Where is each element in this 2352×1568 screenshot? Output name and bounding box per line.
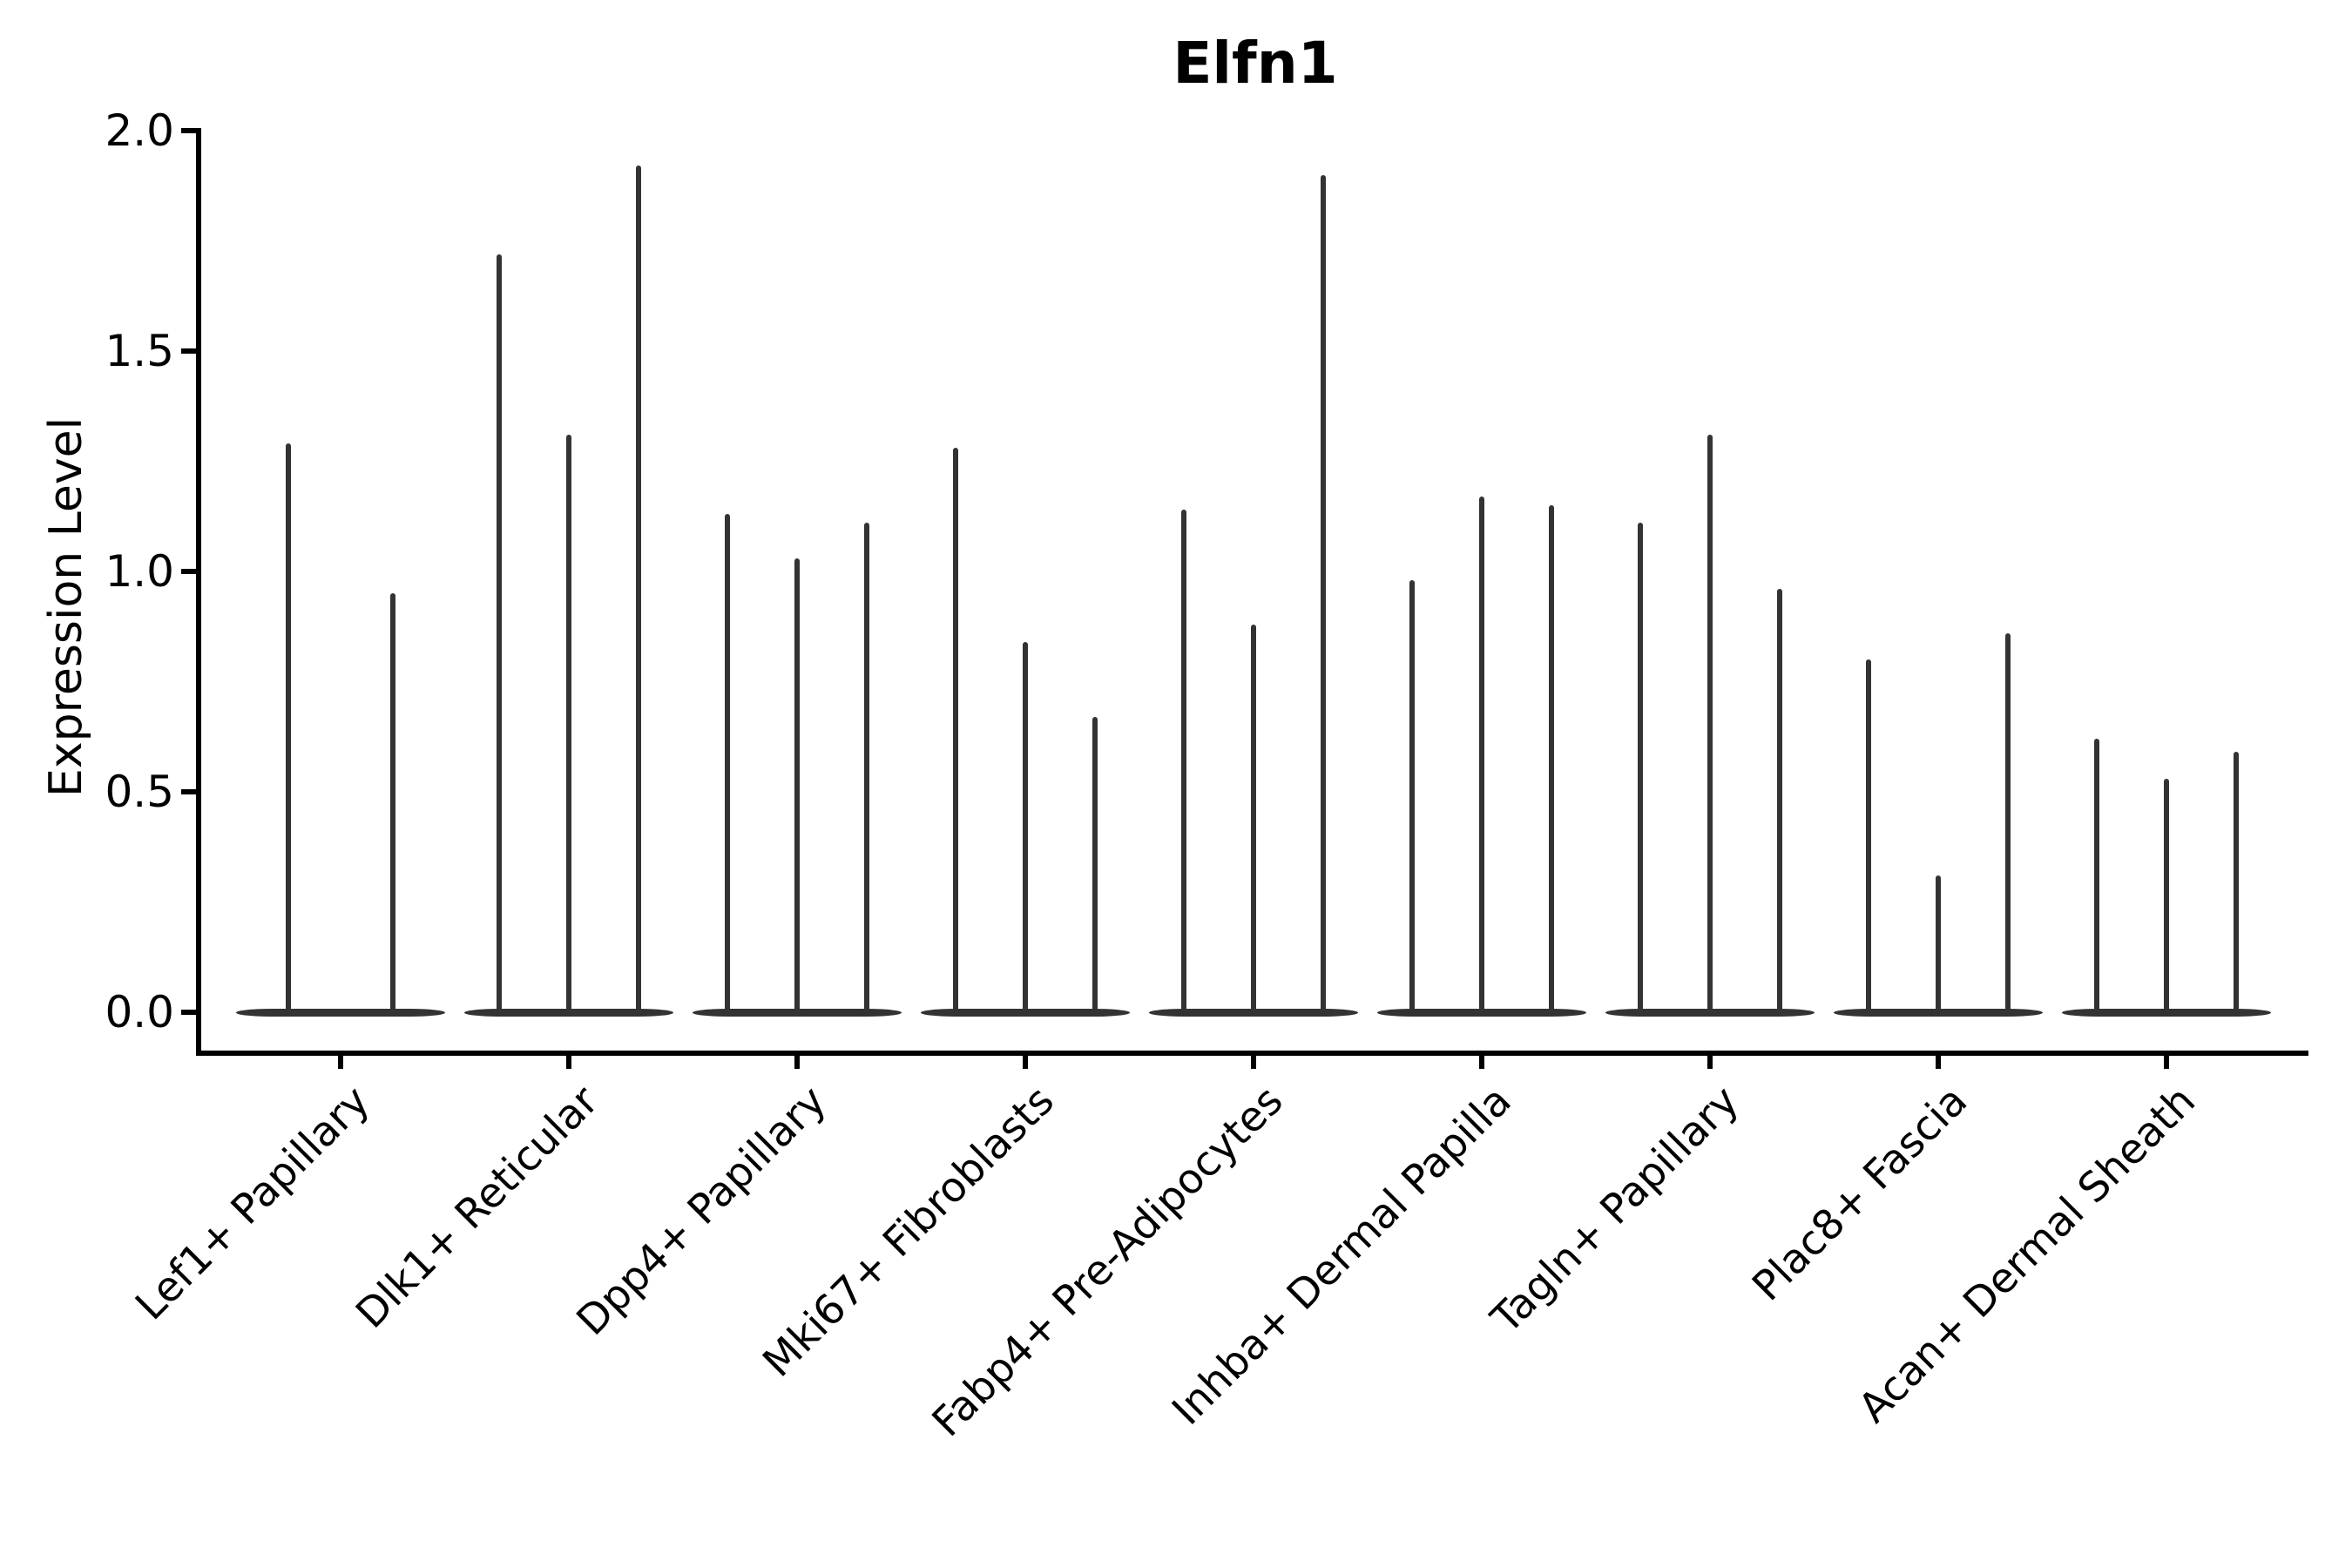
violin-spike	[1023, 641, 1028, 1012]
violin-spike	[2094, 739, 2099, 1012]
chart-title: Elfn1	[1173, 30, 1338, 97]
x-tick	[1479, 1056, 1484, 1069]
x-tick	[2164, 1056, 2169, 1069]
x-tick-label: Dpp4+ Papillary	[567, 1077, 836, 1345]
violin-spike	[390, 593, 395, 1012]
y-tick	[181, 348, 196, 354]
violin-spike	[1638, 523, 1643, 1012]
x-tick-label: Dlk1+ Reticular	[346, 1077, 608, 1338]
violin-spike	[1866, 659, 1871, 1012]
violin-base	[236, 1008, 445, 1017]
violin-spike	[794, 558, 800, 1012]
violin-spike	[1409, 580, 1415, 1012]
violin-spike	[566, 435, 571, 1012]
violin-base	[1149, 1008, 1358, 1017]
x-tick	[338, 1056, 343, 1069]
violin-spike	[1321, 174, 1326, 1012]
y-tick-label: 1.0	[105, 546, 174, 597]
violin-spike	[1479, 496, 1484, 1012]
violin-base	[921, 1008, 1130, 1017]
y-tick	[181, 789, 196, 794]
violin-base	[1605, 1008, 1815, 1017]
y-tick	[181, 1010, 196, 1015]
plot-area	[196, 128, 2308, 1056]
x-tick	[1023, 1056, 1028, 1069]
x-tick-label: Tagln+ Papillary	[1482, 1077, 1749, 1343]
y-tick	[181, 128, 196, 133]
violin-spike	[725, 514, 730, 1012]
violin-base	[2062, 1008, 2271, 1017]
violin-spike	[1549, 505, 1554, 1012]
violin-spike	[1181, 510, 1186, 1012]
violin-base	[1377, 1008, 1586, 1017]
violin-spike	[1092, 716, 1098, 1012]
y-axis-title: Expression Level	[40, 416, 92, 798]
x-tick	[1707, 1056, 1713, 1069]
violin-spike	[1251, 624, 1256, 1012]
x-tick-label: Plac8+ Fascia	[1743, 1077, 1977, 1311]
violin-base	[464, 1008, 673, 1017]
violin-base	[1834, 1008, 2043, 1017]
violin-spike	[2234, 752, 2239, 1012]
y-tick	[181, 569, 196, 574]
violin-spike	[1936, 875, 1941, 1012]
y-tick-label: 0.0	[105, 987, 174, 1037]
violin-spike	[2164, 778, 2169, 1012]
y-tick-label: 1.5	[105, 326, 174, 376]
violin-spike	[1777, 589, 1782, 1012]
x-tick	[1936, 1056, 1941, 1069]
violin-spike	[2005, 632, 2011, 1012]
x-tick	[794, 1056, 800, 1069]
violin-base	[693, 1008, 902, 1017]
x-tick-label: Lef1+ Papillary	[126, 1077, 380, 1330]
violin-spike	[636, 166, 641, 1012]
y-tick-label: 0.5	[105, 767, 174, 817]
violin-spike	[286, 443, 291, 1012]
violin-spike	[497, 253, 502, 1012]
x-tick	[566, 1056, 571, 1069]
violin-spike	[1707, 435, 1713, 1012]
violin-spike	[864, 523, 869, 1012]
violin-spike	[953, 448, 958, 1012]
x-tick	[1251, 1056, 1256, 1069]
y-tick-label: 2.0	[105, 105, 174, 156]
